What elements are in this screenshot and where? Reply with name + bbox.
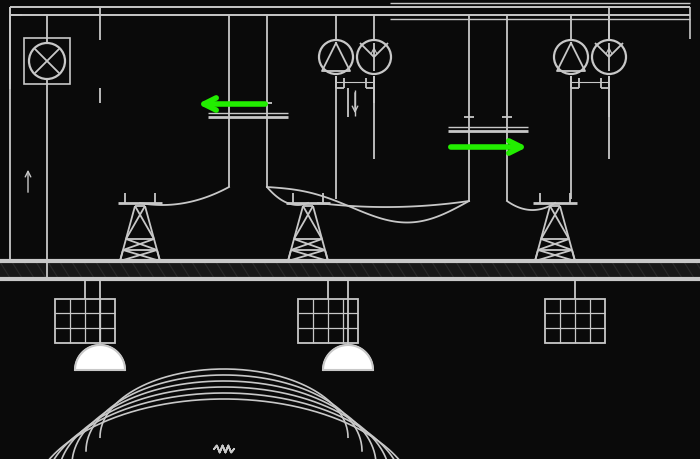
Bar: [0, 262, 700, 280]
Polygon shape: [75, 345, 125, 370]
Bar: [545, 299, 605, 343]
Bar: [24, 39, 70, 85]
Bar: [298, 299, 358, 343]
Bar: [55, 299, 115, 343]
Polygon shape: [323, 345, 373, 370]
